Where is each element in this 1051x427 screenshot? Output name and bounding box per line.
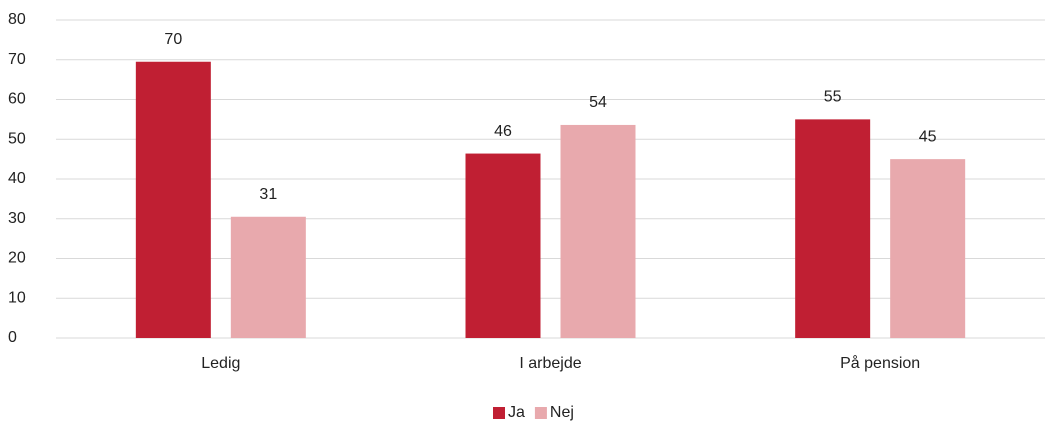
- y-tick-label: 30: [8, 210, 26, 227]
- legend-swatch: [493, 407, 505, 419]
- x-tick-label: I arbejde: [519, 355, 581, 372]
- x-tick-label: Ledig: [201, 355, 240, 372]
- data-label: 54: [589, 94, 607, 111]
- bar: [230, 216, 306, 338]
- y-tick-label: 50: [8, 130, 26, 147]
- data-label: 46: [494, 123, 512, 140]
- data-label: 45: [919, 128, 937, 145]
- legend-swatch: [534, 407, 547, 419]
- data-label: 31: [259, 186, 277, 203]
- bar: [135, 61, 211, 339]
- y-tick-label: 40: [8, 170, 26, 187]
- bar: [890, 159, 966, 338]
- data-label: 55: [824, 89, 842, 106]
- data-label: 70: [164, 31, 182, 48]
- legend-label: Ja: [508, 404, 525, 421]
- y-tick-label: 10: [8, 289, 26, 306]
- bar: [560, 124, 636, 338]
- y-tick-label: 70: [8, 51, 26, 68]
- x-tick-label: På pension: [840, 354, 920, 372]
- y-tick-label: 60: [8, 91, 26, 108]
- y-tick-label: 20: [8, 250, 26, 267]
- y-tick-label: 80: [8, 11, 26, 28]
- bar: [465, 153, 541, 338]
- bar: [795, 119, 871, 338]
- y-tick-label: 0: [8, 329, 17, 346]
- legend-label: Nej: [550, 404, 574, 421]
